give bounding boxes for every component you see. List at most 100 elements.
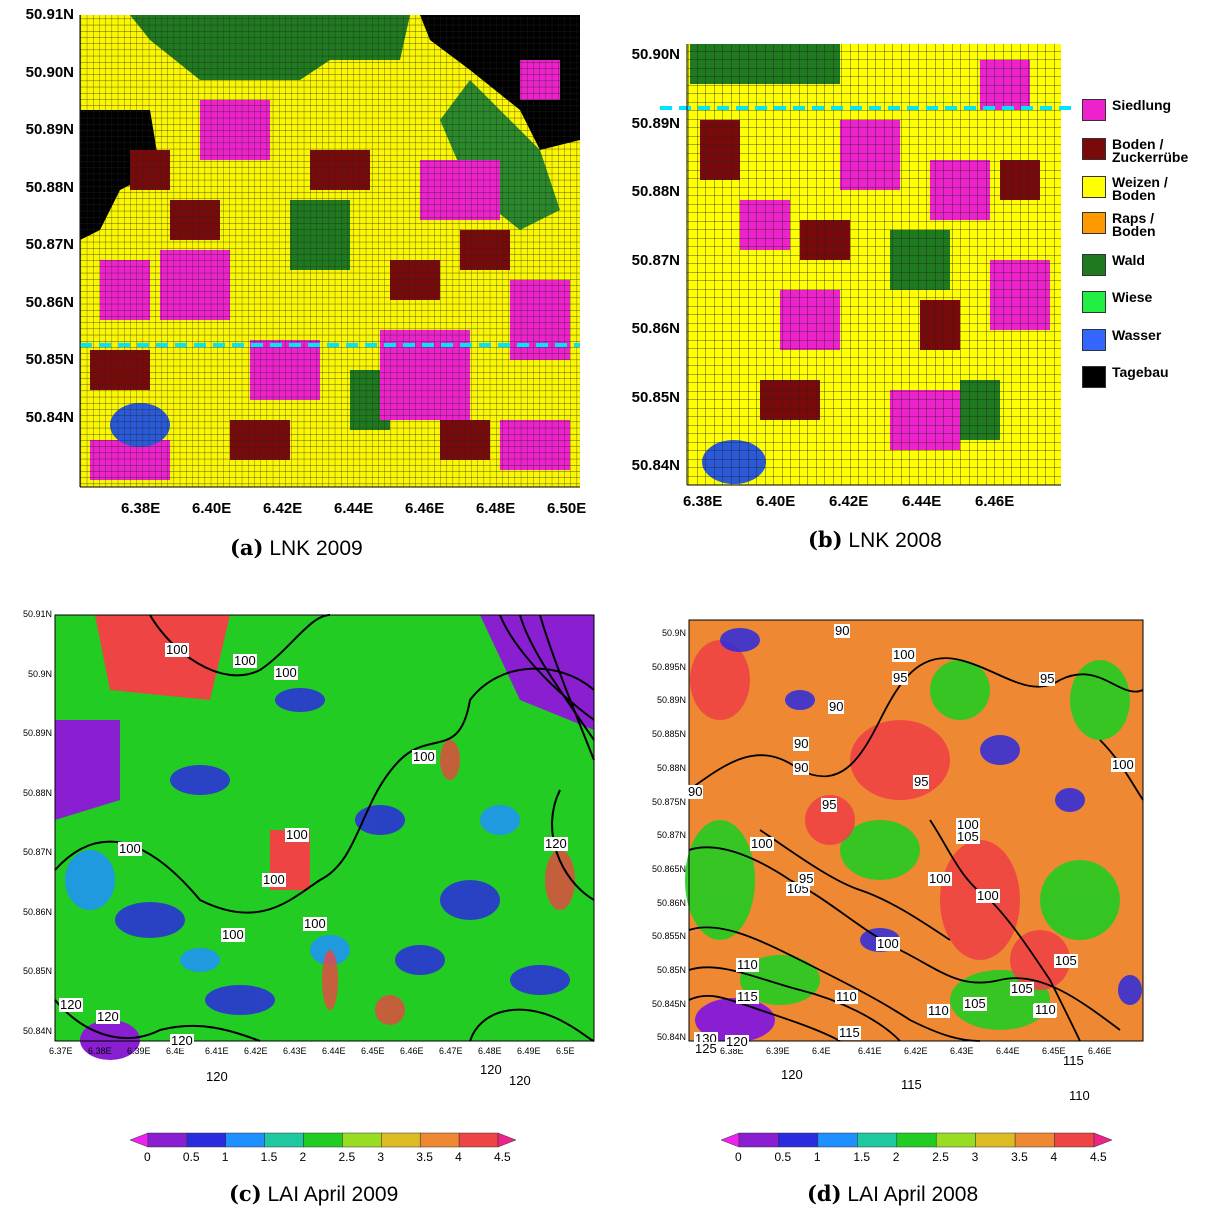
y-tick-label: 50.89N xyxy=(631,114,680,132)
x-tick-label: 6.48E xyxy=(476,500,516,517)
y-tick-label: 50.895N xyxy=(651,661,686,672)
x-tick-label: 6.37E xyxy=(49,1046,73,1056)
y-tick-label: 50.84N xyxy=(22,1025,52,1036)
contour-label: 120 xyxy=(96,1009,120,1024)
caption-text: LNK 2009 xyxy=(263,537,363,560)
x-tick-label: 6.44E xyxy=(996,1046,1020,1056)
colorbar-segment xyxy=(419,1132,460,1148)
y-tick-label: 50.86N xyxy=(25,293,74,311)
colorbar-segment xyxy=(129,1132,149,1148)
colorbar-segment xyxy=(738,1132,779,1148)
x-tick-label: 6.40E xyxy=(192,500,232,517)
colorbar-label: 3 xyxy=(971,1150,979,1164)
colorbar-label: 1.5 xyxy=(260,1150,278,1164)
x-tick-label: 6.40E xyxy=(756,493,796,510)
caption-text: LAI April 2008 xyxy=(841,1183,979,1206)
colorbar-segment xyxy=(1014,1132,1055,1148)
x-tick-label: 6.4E xyxy=(166,1046,185,1056)
contour-label: 100 xyxy=(876,936,900,951)
caption-letter: (c) xyxy=(229,1181,262,1206)
x-tick-label: 6.44E xyxy=(322,1046,346,1056)
colorbar-label: 3 xyxy=(377,1150,385,1164)
legend-item: Weizen / Boden xyxy=(1082,174,1213,203)
y-tick-label: 50.87N xyxy=(631,251,680,269)
colorbar-segment xyxy=(264,1132,304,1148)
y-tick-label: 50.865N xyxy=(651,863,686,874)
contour-label: 100 xyxy=(892,647,916,662)
colorbar-label: 0.5 xyxy=(774,1150,792,1164)
contour-label: 120 xyxy=(205,1069,229,1084)
colorbar-label: 4 xyxy=(1050,1150,1058,1164)
caption-letter: (a) xyxy=(230,535,264,560)
colorbar-segment xyxy=(342,1132,382,1148)
map-d-lai xyxy=(685,619,1144,1042)
legend-item: Wald xyxy=(1082,253,1213,276)
contour-label: 95 xyxy=(821,797,838,812)
colorbar-label: 4 xyxy=(455,1150,462,1164)
y-tick-label: 50.91N xyxy=(22,609,52,619)
y-tick-label: 50.89N xyxy=(656,695,686,706)
colorbar-label: 0 xyxy=(144,1150,151,1164)
contour-label: 100 xyxy=(274,665,298,680)
y-tick-label: 50.85N xyxy=(631,388,680,406)
panel-caption: (c) LAI April 2009 xyxy=(229,1181,398,1207)
colorbar-label: 3.5 xyxy=(1011,1150,1028,1164)
colorbar-label: 1 xyxy=(221,1150,229,1164)
y-tick-label: 50.9N xyxy=(661,628,686,638)
legend-item: Siedlung xyxy=(1082,98,1213,121)
contour-label: 100 xyxy=(928,871,952,886)
x-tick-label: 6.43E xyxy=(950,1046,974,1056)
y-tick-label: 50.87N xyxy=(22,847,52,857)
contour-label: 100 xyxy=(976,888,1000,903)
legend-label: Weizen / Boden xyxy=(1112,174,1168,203)
contour-label: 125 xyxy=(694,1041,718,1056)
map-a-fields xyxy=(79,15,580,488)
contour-label: 120 xyxy=(479,1062,503,1077)
contour-label: 100 xyxy=(750,836,774,851)
legend-item: Raps / Boden xyxy=(1082,210,1213,239)
x-tick-label: 6.46E xyxy=(1088,1046,1112,1056)
legend-item: Boden / Zuckerrübe xyxy=(1082,137,1213,164)
contour-label: 105 xyxy=(956,829,980,844)
y-tick-label: 50.875N xyxy=(651,796,686,807)
caption-letter: (b) xyxy=(808,527,843,552)
contour-label: 95 xyxy=(1039,671,1056,686)
colorbar-label: 1.5 xyxy=(853,1150,871,1164)
y-tick-label: 50.90N xyxy=(25,63,74,81)
colorbar-segment xyxy=(381,1132,421,1148)
y-tick-label: 50.885N xyxy=(651,729,686,740)
colorbar-label: 2.5 xyxy=(932,1150,949,1164)
y-tick-label: 50.86N xyxy=(22,906,52,917)
contour-label: 110 xyxy=(1068,1088,1091,1103)
colorbar-label: 2 xyxy=(299,1150,307,1164)
contour-label: 100 xyxy=(233,653,257,668)
contour-label: 105 xyxy=(963,996,987,1011)
legend-swatch xyxy=(1082,291,1106,313)
y-tick-label: 50.855N xyxy=(651,931,686,942)
contour-label: 105 xyxy=(1054,953,1078,968)
y-tick-label: 50.87N xyxy=(656,830,686,841)
x-tick-label: 6.41E xyxy=(858,1046,882,1056)
x-tick-label: 6.39E xyxy=(127,1046,151,1056)
colorbar-c xyxy=(129,1132,517,1148)
colorbar-segment xyxy=(720,1132,740,1148)
colorbar-segment xyxy=(186,1132,227,1148)
colorbar-segment xyxy=(1054,1132,1095,1148)
contour-label: 90 xyxy=(793,760,810,775)
colorbar-segment xyxy=(147,1132,188,1148)
x-tick-label: 6.46E xyxy=(400,1046,424,1056)
x-tick-label: 6.45E xyxy=(361,1046,385,1056)
contour-label: 95 xyxy=(913,774,930,789)
caption-letter: (d) xyxy=(807,1181,842,1206)
contour-label: 90 xyxy=(793,736,810,751)
contour-label: 120 xyxy=(544,836,568,851)
legend-swatch xyxy=(1082,176,1106,198)
legend-label: Raps / Boden xyxy=(1112,210,1156,239)
panel-caption: (b) LNK 2008 xyxy=(808,527,942,553)
panel-caption: (d) LAI April 2008 xyxy=(807,1181,978,1207)
colorbar-segment xyxy=(225,1132,265,1148)
y-tick-label: 50.86N xyxy=(631,320,680,337)
y-tick-label: 50.85N xyxy=(25,351,74,368)
x-tick-label: 6.39E xyxy=(766,1046,790,1056)
